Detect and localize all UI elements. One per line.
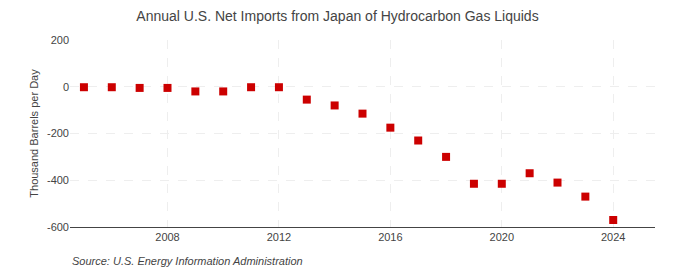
svg-text:-600: -600 [47, 221, 69, 233]
svg-text:-400: -400 [47, 174, 69, 186]
svg-text:Source: U.S. Energy Informatio: Source: U.S. Energy Information Administ… [72, 255, 303, 267]
svg-text:2008: 2008 [155, 231, 179, 243]
svg-text:2016: 2016 [378, 231, 402, 243]
svg-text:-200: -200 [47, 127, 69, 139]
svg-text:0: 0 [63, 81, 69, 93]
svg-text:Annual U.S. Net Imports from J: Annual U.S. Net Imports from Japan of Hy… [136, 8, 538, 24]
svg-text:Thousand Barrels per Day: Thousand Barrels per Day [28, 69, 40, 198]
svg-text:2024: 2024 [601, 231, 625, 243]
svg-text:2020: 2020 [490, 231, 514, 243]
svg-text:200: 200 [51, 34, 69, 46]
svg-text:2012: 2012 [267, 231, 291, 243]
